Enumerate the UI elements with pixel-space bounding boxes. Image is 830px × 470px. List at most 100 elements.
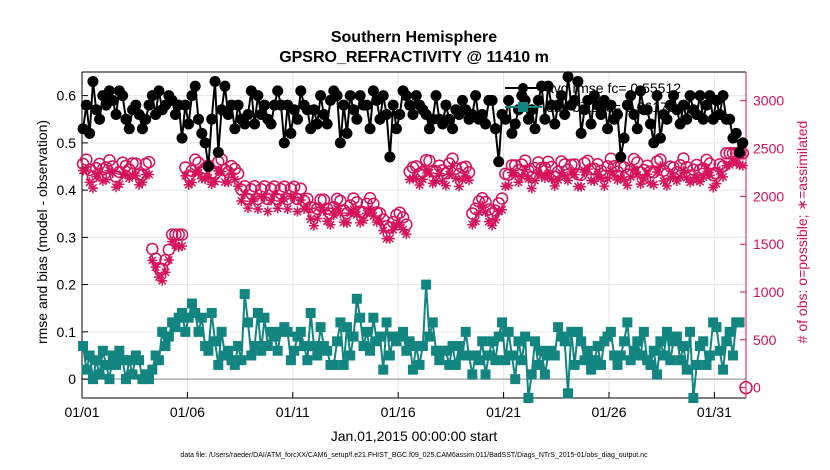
bias-point [503, 326, 514, 337]
bias-point [101, 359, 112, 370]
bias-point [483, 350, 494, 361]
rmse-point [737, 137, 749, 149]
bias-point [711, 322, 722, 333]
rmse-point [440, 99, 452, 111]
rmse-point [602, 123, 614, 135]
obs-possible-point [677, 152, 690, 165]
bias-point [84, 350, 95, 361]
bias-point [609, 350, 620, 361]
bias-point [727, 350, 738, 361]
bias-point [134, 355, 145, 366]
rmse-point [186, 90, 198, 102]
bias-point [114, 345, 125, 356]
bias-point [157, 326, 168, 337]
bias-point [414, 359, 425, 370]
rmse-point [242, 109, 254, 121]
y-tick-label-right: 2500 [753, 141, 784, 157]
obs-layer [76, 147, 753, 395]
rmse-point [542, 80, 554, 92]
bias-point [223, 345, 234, 356]
bias-point [94, 369, 105, 380]
bias-point [714, 345, 725, 356]
rmse-point [661, 113, 673, 125]
obs-possible-point [248, 180, 261, 193]
rmse-point [654, 132, 666, 144]
legend-rmse-marker [518, 83, 528, 93]
obs-possible-point [367, 197, 380, 211]
rmse-point [288, 104, 300, 116]
obs-assimilated-point [282, 203, 293, 214]
rmse-point [615, 151, 627, 163]
bias-point [681, 364, 692, 375]
bias-point [440, 345, 451, 356]
obs-possible-point [172, 228, 185, 241]
bias-point [236, 355, 247, 366]
bias-point [404, 336, 415, 347]
obs-assimilated-point [272, 203, 283, 214]
rmse-point [117, 90, 129, 102]
rmse-point [621, 99, 633, 111]
bias-point [612, 359, 623, 370]
obs-possible-point [129, 157, 143, 170]
rmse-point [169, 109, 181, 121]
rmse-point [84, 127, 96, 139]
bias-point [516, 355, 527, 366]
bias-point [533, 359, 544, 370]
obs-possible-point [99, 161, 113, 174]
obs-assimilated-point [186, 177, 197, 188]
rmse-point [123, 123, 135, 135]
y-tick-label-left: 0.6 [57, 88, 77, 104]
obs-assimilated-point [497, 204, 508, 215]
bias-point [91, 355, 102, 366]
bias-point [520, 331, 531, 342]
bias-point [81, 364, 92, 375]
rmse-point [585, 118, 597, 130]
rmse-point [136, 123, 148, 135]
bias-point [153, 355, 164, 366]
bias-point [305, 307, 316, 318]
rmse-point [209, 75, 221, 87]
bias-point [398, 326, 409, 337]
bias-point [701, 359, 712, 370]
rmse-point [219, 80, 231, 92]
rmse-point [407, 109, 419, 121]
bias-point [378, 364, 389, 375]
rmse-point [377, 90, 389, 102]
rmse-point [206, 113, 218, 125]
obs-possible-point [347, 192, 360, 205]
obs-assimilated-point [341, 217, 352, 228]
rmse-point [222, 109, 234, 121]
rmse-point [628, 109, 640, 121]
bias-point [239, 289, 250, 300]
y-tick-label-left: 0.1 [57, 324, 77, 340]
bias-point [427, 317, 438, 328]
bias-point [368, 312, 379, 323]
bias-point [431, 345, 442, 356]
obs-assimilated-point [576, 181, 587, 192]
rmse-point [539, 113, 551, 125]
rmse-point [611, 109, 623, 121]
bias-point [322, 345, 333, 356]
rmse-point [404, 99, 416, 111]
obs-assimilated-point [718, 171, 729, 182]
bias-point [685, 326, 696, 337]
obs-assimilated-point [440, 180, 451, 191]
obs-possible-point [258, 180, 271, 193]
bias-point [147, 364, 158, 375]
y-axis-label-right: # of obs: o=possible; ∗=assimilated [794, 121, 810, 344]
x-tick-label: 01/21 [486, 404, 521, 420]
bias-point [117, 355, 128, 366]
rmse-point [644, 118, 656, 130]
rmse-point [120, 113, 132, 125]
rmse-point [575, 127, 587, 139]
bias-point [648, 345, 659, 356]
data-file-footnote: data file: /Users/raeder/DAI/ATM_forcXX/… [180, 452, 648, 459]
rmse-point [476, 109, 488, 121]
bias-point [180, 326, 191, 337]
obs-possible-point [175, 228, 189, 241]
obs-assimilated-point [487, 220, 498, 231]
bias-point [186, 298, 197, 309]
obs-possible-point [116, 156, 129, 169]
obs-assimilated-point [87, 183, 98, 194]
bias-point [675, 355, 686, 366]
